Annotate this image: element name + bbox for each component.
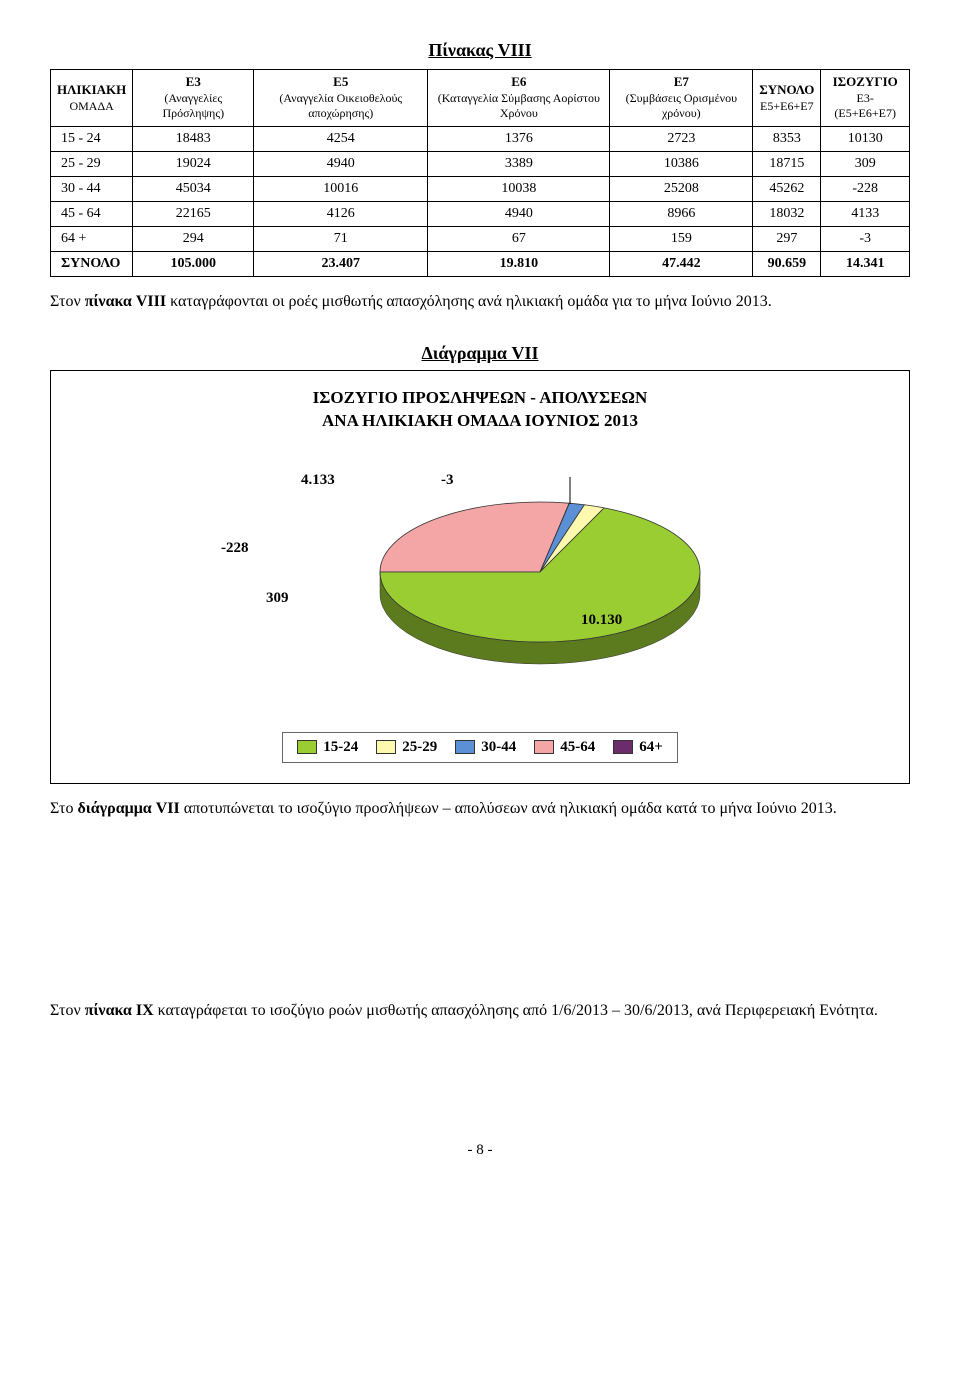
table-cell: 10038 — [428, 177, 610, 202]
chart-legend: 15-24 25-29 30-44 45-64 64+ — [282, 732, 678, 763]
label-minus228: -228 — [221, 540, 249, 557]
legend-label: 25-29 — [402, 739, 437, 756]
table-cell: 2723 — [610, 127, 753, 152]
table-cell: 23.407 — [254, 252, 428, 277]
table-cell: 159 — [610, 227, 753, 252]
table-cell: 25208 — [610, 177, 753, 202]
table-cell: 10016 — [254, 177, 428, 202]
legend-swatch — [455, 740, 475, 754]
paragraph-2: Στο διάγραμμα VII αποτυπώνεται το ισοζύγ… — [50, 798, 910, 820]
col-header-2: Ε5(Αναγγελία Οικειοθελούς αποχώρησης) — [254, 70, 428, 127]
table-cell: 18483 — [133, 127, 254, 152]
pie-svg — [240, 462, 720, 682]
legend-label: 15-24 — [323, 739, 358, 756]
table-cell: 19.810 — [428, 252, 610, 277]
table-cell: 30 - 44 — [51, 177, 133, 202]
table-cell: 90.659 — [753, 252, 821, 277]
table-cell: 71 — [254, 227, 428, 252]
table-cell: 8966 — [610, 202, 753, 227]
table-cell: 4940 — [428, 202, 610, 227]
table-cell: -3 — [821, 227, 910, 252]
col-header-5: ΣΥΝΟΛΟΕ5+Ε6+Ε7 — [753, 70, 821, 127]
page-number: - 8 - — [50, 1142, 910, 1159]
table-row: 25 - 2919024494033891038618715309 — [51, 152, 910, 177]
table-cell: 309 — [821, 152, 910, 177]
legend-label: 30-44 — [481, 739, 516, 756]
table-cell: 4940 — [254, 152, 428, 177]
legend-item: 25-29 — [376, 739, 437, 756]
label-309: 309 — [266, 590, 289, 607]
table-row: 30 - 444503410016100382520845262-228 — [51, 177, 910, 202]
table-cell: 19024 — [133, 152, 254, 177]
table-cell: 4126 — [254, 202, 428, 227]
table-cell: 294 — [133, 227, 254, 252]
table-cell: 47.442 — [610, 252, 753, 277]
table-cell: 64 + — [51, 227, 133, 252]
table-cell: 10130 — [821, 127, 910, 152]
table-cell: 25 - 29 — [51, 152, 133, 177]
chart-heading: Διάγραμμα VII — [50, 343, 910, 364]
table-cell: 67 — [428, 227, 610, 252]
col-header-6: ΙΣΟΖΥΓΙΟΕ3-(Ε5+Ε6+Ε7) — [821, 70, 910, 127]
col-header-1: Ε3(Αναγγελίες Πρόσληψης) — [133, 70, 254, 127]
legend-item: 15-24 — [297, 739, 358, 756]
legend-item: 64+ — [613, 739, 663, 756]
label-4133: 4.133 — [301, 472, 335, 489]
table-cell: 18715 — [753, 152, 821, 177]
table-row: 15 - 2418483425413762723835310130 — [51, 127, 910, 152]
paragraph-3: Στον πίνακα IX καταγράφεται το ισοζύγιο … — [50, 1000, 910, 1022]
legend-item: 45-64 — [534, 739, 595, 756]
col-header-0: ΗΛΙΚΙΑΚΗΟΜΑΔΑ — [51, 70, 133, 127]
table-cell: 18032 — [753, 202, 821, 227]
table-cell: 45034 — [133, 177, 254, 202]
paragraph-1: Στον πίνακα VIII καταγράφονται οι ροές μ… — [50, 291, 910, 313]
legend-label: 45-64 — [560, 739, 595, 756]
label-10130: 10.130 — [581, 612, 622, 629]
legend-swatch — [613, 740, 633, 754]
table-cell: -228 — [821, 177, 910, 202]
table-row: 64 +2947167159297-3 — [51, 227, 910, 252]
table-cell: 4254 — [254, 127, 428, 152]
col-header-3: Ε6(Καταγγελία Σύμβασης Αορίστου Χρόνου — [428, 70, 610, 127]
pie-chart: 4.133 -3 -228 309 10.130 — [71, 462, 889, 702]
table-title: Πίνακας VIII — [50, 40, 910, 61]
table-cell: 1376 — [428, 127, 610, 152]
col-header-4: Ε7(Συμβάσεις Ορισμένου χρόνου) — [610, 70, 753, 127]
table-cell: 45262 — [753, 177, 821, 202]
table-cell: 14.341 — [821, 252, 910, 277]
table-cell: 45 - 64 — [51, 202, 133, 227]
table-total-row: ΣΥΝΟΛΟ105.00023.40719.81047.44290.65914.… — [51, 252, 910, 277]
table-cell: 4133 — [821, 202, 910, 227]
legend-label: 64+ — [639, 739, 663, 756]
table-cell: 15 - 24 — [51, 127, 133, 152]
label-minus3: -3 — [441, 472, 454, 489]
legend-swatch — [534, 740, 554, 754]
data-table: ΗΛΙΚΙΑΚΗΟΜΑΔΑ Ε3(Αναγγελίες Πρόσληψης) Ε… — [50, 69, 910, 277]
table-cell: 8353 — [753, 127, 821, 152]
chart-inner-title: ΙΣΟΖΥΓΙΟ ΠΡΟΣΛΗΨΕΩΝ - ΑΠΟΛΥΣΕΩΝ ΑΝΑ ΗΛΙΚ… — [71, 387, 889, 431]
table-header-row: ΗΛΙΚΙΑΚΗΟΜΑΔΑ Ε3(Αναγγελίες Πρόσληψης) Ε… — [51, 70, 910, 127]
table-cell: 105.000 — [133, 252, 254, 277]
table-cell: ΣΥΝΟΛΟ — [51, 252, 133, 277]
legend-swatch — [297, 740, 317, 754]
table-cell: 22165 — [133, 202, 254, 227]
table-cell: 3389 — [428, 152, 610, 177]
chart-container: ΙΣΟΖΥΓΙΟ ΠΡΟΣΛΗΨΕΩΝ - ΑΠΟΛΥΣΕΩΝ ΑΝΑ ΗΛΙΚ… — [50, 370, 910, 783]
legend-item: 30-44 — [455, 739, 516, 756]
table-cell: 297 — [753, 227, 821, 252]
legend-swatch — [376, 740, 396, 754]
table-row: 45 - 6422165412649408966180324133 — [51, 202, 910, 227]
table-cell: 10386 — [610, 152, 753, 177]
